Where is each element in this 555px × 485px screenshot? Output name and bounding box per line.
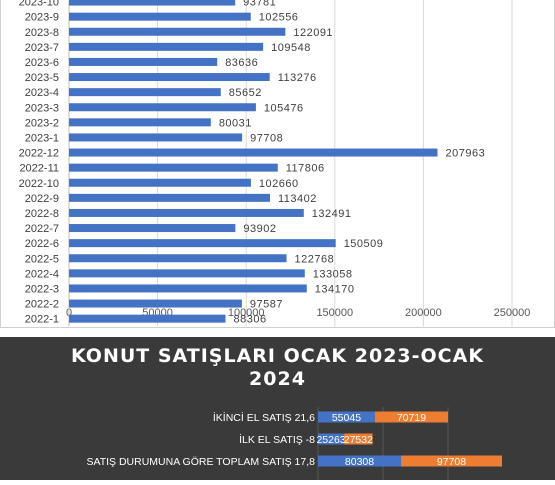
bar xyxy=(69,88,221,97)
data-label: 133058 xyxy=(313,268,353,280)
category-label: 2022-2 xyxy=(25,299,59,311)
category-label: 2022-11 xyxy=(19,163,59,175)
data-label: 134170 xyxy=(315,283,355,295)
data-label: 109548 xyxy=(271,42,311,54)
bar xyxy=(69,269,305,278)
segment-value-label: 27532 xyxy=(344,434,373,446)
category-label: 2023-3 xyxy=(25,102,59,114)
chart-title-line-1: KONUT SATIŞLARI OCAK 2023-OCAK xyxy=(70,345,485,367)
segment-value-label: 25263 xyxy=(316,434,345,446)
category-label: 2023-8 xyxy=(25,27,59,39)
segment-value-label: 55045 xyxy=(332,412,361,424)
bar xyxy=(69,224,236,233)
data-label: 150509 xyxy=(344,238,384,250)
category-label: 2022-8 xyxy=(25,208,59,220)
category-label: 2022-4 xyxy=(25,268,59,280)
bar xyxy=(69,118,211,127)
data-label: 102556 xyxy=(259,12,299,24)
data-label: 122091 xyxy=(293,27,333,39)
category-label: 2022-9 xyxy=(25,193,59,205)
data-label: 207963 xyxy=(446,148,486,160)
category-label: 2023-2 xyxy=(25,117,59,129)
data-label: 132491 xyxy=(312,208,352,220)
bar xyxy=(69,314,226,323)
category-label: 2023-10 xyxy=(19,0,59,9)
bar xyxy=(69,12,251,21)
x-tick-label: 100000 xyxy=(228,307,265,319)
stacked-bar-segment xyxy=(318,433,345,445)
segment-value-label: 70719 xyxy=(397,412,426,424)
category-label: 2022-6 xyxy=(25,238,59,250)
data-label: 85652 xyxy=(229,87,262,99)
chart-frame xyxy=(0,0,555,328)
category-label: 2022-1 xyxy=(25,314,59,326)
data-label: 93902 xyxy=(243,223,276,235)
category-label: İKİNCİ EL SATIŞ 21,6 xyxy=(213,411,315,424)
monthly-sales-bar-chart: 0500001000001500002000002500002023-10937… xyxy=(19,0,531,327)
stacked-bar-segment xyxy=(374,411,448,423)
data-label: 113276 xyxy=(278,72,317,84)
bar xyxy=(69,42,264,51)
data-label: 88306 xyxy=(233,314,266,326)
bar xyxy=(69,178,251,187)
data-label: 97708 xyxy=(250,132,283,144)
data-label: 122768 xyxy=(295,253,335,265)
stacked-bar-segment xyxy=(401,455,503,467)
bar xyxy=(69,239,336,248)
category-label: 2022-10 xyxy=(19,178,59,190)
data-label: 117806 xyxy=(286,163,325,175)
chart-title-line-2: 2024 xyxy=(249,368,306,390)
bar xyxy=(69,284,307,293)
stacked-bar-segment xyxy=(344,433,373,445)
monthly-sales-chart-panel: 0500001000001500002000002500002023-10937… xyxy=(0,0,555,330)
category-label: 2023-9 xyxy=(25,12,59,24)
category-label: 2023-1 xyxy=(25,132,59,144)
category-label: 2023-4 xyxy=(25,87,59,99)
category-label: 2022-12 xyxy=(19,148,59,160)
data-label: 105476 xyxy=(264,102,304,114)
bar xyxy=(69,0,236,6)
bar xyxy=(69,148,438,157)
bar xyxy=(69,57,218,66)
bar xyxy=(69,103,256,112)
category-label: 2023-6 xyxy=(25,57,59,69)
x-tick-label: 200000 xyxy=(405,307,442,319)
bar xyxy=(69,163,278,172)
bar xyxy=(69,193,270,202)
x-tick-label: 250000 xyxy=(494,307,531,319)
category-label: 2023-7 xyxy=(25,42,59,54)
category-label: 2022-5 xyxy=(25,253,59,265)
category-label: 2022-3 xyxy=(25,283,59,295)
category-label: 2023-5 xyxy=(25,72,59,84)
category-label: 2022-7 xyxy=(25,223,59,235)
bar xyxy=(69,208,304,217)
sales-breakdown-stacked-bar-chart: İKİNCİ EL SATIŞ 21,6 55045 70719 İLK EL SAT… xyxy=(86,407,503,485)
bar xyxy=(69,73,270,82)
data-label: 102660 xyxy=(259,178,299,190)
sales-breakdown-chart-panel: KONUT SATIŞLARI OCAK 2023-OCAK 2024 İKİN… xyxy=(0,337,555,485)
category-label: İLK EL SATIŞ -8 xyxy=(239,433,315,446)
data-label: 93781 xyxy=(243,0,276,9)
segment-value-label: 97708 xyxy=(437,456,466,468)
stacked-bar-segment xyxy=(318,411,375,423)
x-tick-label: 150000 xyxy=(316,307,353,319)
bar xyxy=(69,299,242,308)
bar xyxy=(69,27,286,36)
data-label: 97587 xyxy=(250,299,283,311)
chart-title: KONUT SATIŞLARI OCAK 2023-OCAK 2024 xyxy=(0,345,555,391)
stacked-bar-segment xyxy=(318,455,402,467)
segment-value-label: 80308 xyxy=(345,456,374,468)
data-label: 80031 xyxy=(219,117,252,129)
data-label: 83636 xyxy=(225,57,258,69)
bar xyxy=(69,133,243,142)
bar xyxy=(69,254,287,263)
data-label: 113402 xyxy=(278,193,317,205)
category-label: SATIŞ DURUMUNA GÖRE TOPLAM SATIŞ 17,8 xyxy=(86,456,315,468)
